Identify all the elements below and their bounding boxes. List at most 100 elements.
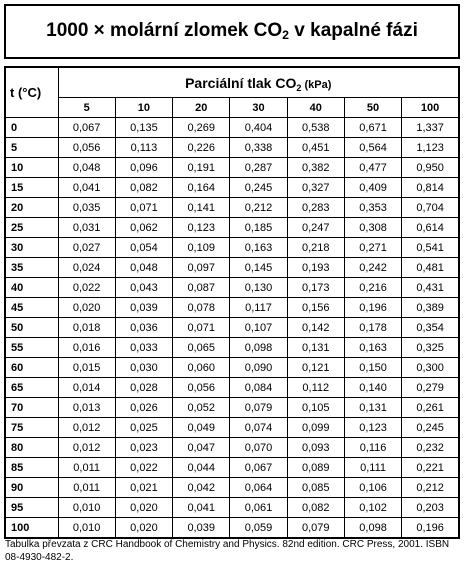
table-cell: 0,010 [57, 517, 116, 539]
table-cell: 0,538 [286, 117, 345, 138]
footer-note: Tabulka převzata z CRC Handbook of Chemi… [5, 539, 450, 563]
table-cell: 0,300 [401, 357, 460, 378]
table-cell: 0,012 [57, 437, 116, 458]
table-row: 65 0,014 0,028 0,056 0,084 0,112 0,140 0,279 [4, 377, 460, 398]
table-row: 10 0,048 0,096 0,191 0,287 0,382 0,477 0,950 [4, 157, 460, 178]
table-cell: 0,163 [343, 337, 403, 358]
table-cell: 0,353 [343, 197, 403, 218]
table-row: 70 0,013 0,026 0,052 0,079 0,105 0,131 0,261 [4, 397, 460, 418]
table-cell: 0,097 [172, 257, 231, 278]
table-cell: 0,062 [114, 217, 174, 238]
table-cell: 0,098 [229, 337, 288, 358]
table-row: 80 0,012 0,023 0,047 0,070 0,093 0,116 0,232 [4, 437, 460, 458]
row-header: 70 [4, 397, 59, 418]
table-cell: 0,098 [343, 517, 403, 539]
table-cell: 0,113 [114, 137, 174, 158]
table-cell: 0,021 [114, 477, 174, 498]
table-cell: 0,121 [286, 357, 345, 378]
table-cell: 0,039 [114, 297, 174, 318]
table-cell: 0,041 [172, 497, 231, 518]
title: 1000 × molární zlomek CO2 v kapalné fázi [4, 4, 460, 59]
table-cell: 0,107 [229, 317, 288, 338]
table-cell: 0,704 [401, 197, 460, 218]
table-cell: 0,102 [343, 497, 403, 518]
table-cell: 0,245 [401, 417, 460, 438]
table-cell: 0,325 [401, 337, 460, 358]
table-row: 35 0,024 0,048 0,097 0,145 0,193 0,242 0,481 [4, 257, 460, 278]
table-cell: 0,048 [114, 257, 174, 278]
table-cell: 0,212 [401, 477, 460, 498]
row-header: 10 [4, 157, 59, 178]
table-cell: 0,212 [229, 197, 288, 218]
table-cell: 0,061 [229, 497, 288, 518]
table-cell: 0,123 [343, 417, 403, 438]
table-cell: 0,043 [114, 277, 174, 298]
table-row: 75 0,012 0,025 0,049 0,074 0,099 0,123 0,245 [4, 417, 460, 438]
row-header: 80 [4, 437, 59, 458]
table-cell: 0,269 [172, 117, 231, 138]
table-cell: 0,150 [343, 357, 403, 378]
table-cell: 0,327 [286, 177, 345, 198]
table-cell: 0,541 [401, 237, 460, 258]
table-cell: 0,025 [114, 417, 174, 438]
table-cell: 0,193 [286, 257, 345, 278]
table-cell: 0,614 [401, 217, 460, 238]
column-header: 40 [286, 97, 345, 118]
table-cell: 0,404 [229, 117, 288, 138]
table-cell: 0,067 [57, 117, 116, 138]
table-cell: 0,085 [286, 477, 345, 498]
table-cell: 0,064 [229, 477, 288, 498]
table-cell: 0,145 [229, 257, 288, 278]
table-row: 30 0,027 0,054 0,109 0,163 0,218 0,271 0,541 [4, 237, 460, 258]
table-row: 100 0,010 0,020 0,039 0,059 0,079 0,098 0,196 [4, 517, 460, 539]
table-cell: 0,011 [57, 477, 116, 498]
table-cell: 0,232 [401, 437, 460, 458]
table-cell: 0,015 [57, 357, 116, 378]
table-cell: 0,226 [172, 137, 231, 158]
table-cell: 0,173 [286, 277, 345, 298]
row-header: 5 [4, 137, 59, 158]
table-cell: 0,287 [229, 157, 288, 178]
table-row: 90 0,011 0,021 0,042 0,064 0,085 0,106 0,212 [4, 477, 460, 498]
row-header: 85 [4, 457, 59, 478]
title-text: 1000 × molární zlomek CO [46, 20, 283, 41]
table-cell: 0,245 [229, 177, 288, 198]
table-cell: 0,030 [114, 357, 174, 378]
group-header-unit: (kPa) [301, 78, 332, 91]
table-cell: 0,261 [401, 397, 460, 418]
table-row: 25 0,031 0,062 0,123 0,185 0,247 0,308 0,614 [4, 217, 460, 238]
row-header: 40 [4, 277, 59, 298]
table-cell: 0,022 [114, 457, 174, 478]
table-cell: 0,042 [172, 477, 231, 498]
table-cell: 0,012 [57, 417, 116, 438]
table-cell: 0,048 [57, 157, 116, 178]
table-cell: 0,059 [229, 517, 288, 539]
table-row: 20 0,035 0,071 0,141 0,212 0,283 0,353 0,704 [4, 197, 460, 218]
row-header: 25 [4, 217, 59, 238]
table-cell: 0,671 [343, 117, 403, 138]
table-cell: 0,054 [114, 237, 174, 258]
data-table: t (°C) Parciální tlak CO2 (kPa) 5 10 20 30 4… [4, 66, 460, 539]
table-cell: 0,242 [343, 257, 403, 278]
table-cell: 0,135 [114, 117, 174, 138]
table-cell: 0,216 [343, 277, 403, 298]
table-cell: 0,089 [286, 457, 345, 478]
row-header: 45 [4, 297, 59, 318]
table-cell: 0,036 [114, 317, 174, 338]
table-cell: 0,096 [114, 157, 174, 178]
row-header: 75 [4, 417, 59, 438]
row-header: 95 [4, 497, 59, 518]
table-cell: 0,028 [114, 377, 174, 398]
row-header: 35 [4, 257, 59, 278]
table-cell: 0,308 [343, 217, 403, 238]
table-cell: 0,099 [286, 417, 345, 438]
row-header: 30 [4, 237, 59, 258]
column-header: 20 [172, 97, 231, 118]
row-header: 50 [4, 317, 59, 338]
table-cell: 0,123 [172, 217, 231, 238]
table-cell: 0,431 [401, 277, 460, 298]
table-cell: 0,047 [172, 437, 231, 458]
table-cell: 0,093 [286, 437, 345, 458]
table-cell: 0,131 [286, 337, 345, 358]
